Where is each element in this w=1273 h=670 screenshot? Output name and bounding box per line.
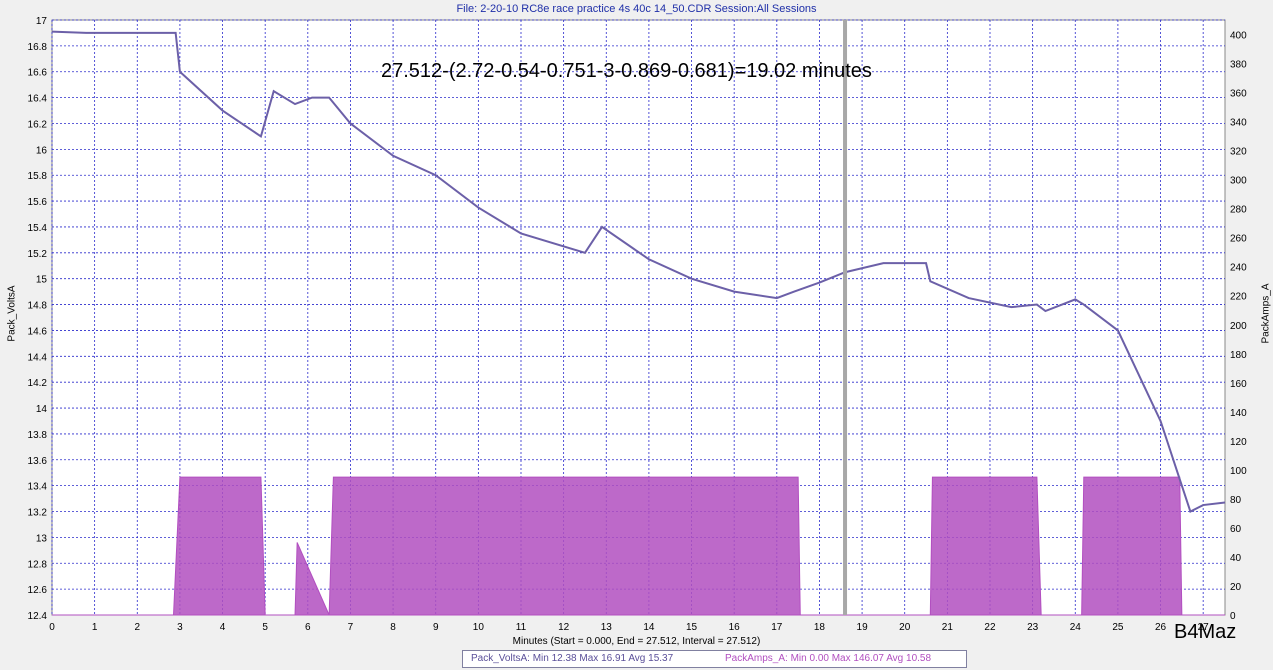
series-amps xyxy=(52,476,1225,616)
y-right-tick-label: 180 xyxy=(1230,350,1247,361)
x-tick-label: 18 xyxy=(814,622,826,633)
legend-item-amps: PackAmps_A: Min 0.00 Max 146.07 Avg 10.5… xyxy=(725,653,932,664)
x-tick-label: 4 xyxy=(220,622,226,633)
y-left-tick-label: 16.4 xyxy=(28,94,48,105)
x-tick-label: 23 xyxy=(1027,622,1039,633)
x-tick-label: 15 xyxy=(686,622,698,633)
x-tick-label: 6 xyxy=(305,622,311,633)
y-left-tick-label: 15 xyxy=(36,275,48,286)
y-left-tick-label: 17 xyxy=(36,16,48,27)
y-left-tick-label: 16.8 xyxy=(28,42,48,53)
x-tick-label: 24 xyxy=(1070,622,1082,633)
y-right-tick-label: 360 xyxy=(1230,89,1247,100)
legend: Pack_VoltsA: Min 12.38 Max 16.91 Avg 15.… xyxy=(462,650,967,668)
y-axis-right-label: PackAmps_A xyxy=(1260,283,1272,344)
y-right-tick-label: 60 xyxy=(1230,524,1242,535)
y-left-tick-label: 15.8 xyxy=(28,171,48,182)
y-left-tick-label: 16 xyxy=(36,145,48,156)
x-tick-label: 3 xyxy=(177,622,183,633)
y-right-tick-label: 100 xyxy=(1230,466,1247,477)
y-right-tick-label: 280 xyxy=(1230,205,1247,216)
y-left-tick-label: 15.2 xyxy=(28,249,48,260)
y-left-tick-label: 13.6 xyxy=(28,456,48,467)
y-right-tick-label: 400 xyxy=(1230,31,1247,42)
y-right-tick-label: 380 xyxy=(1230,60,1247,71)
y-left-tick-label: 12.8 xyxy=(28,559,48,570)
y-right-tick-label: 140 xyxy=(1230,408,1247,419)
x-tick-label: 20 xyxy=(899,622,911,633)
y-left-tick-label: 14.6 xyxy=(28,326,48,337)
y-right-tick-label: 260 xyxy=(1230,234,1247,245)
x-tick-label: 8 xyxy=(390,622,396,633)
x-tick-label: 2 xyxy=(134,622,140,633)
y-right-tick-label: 300 xyxy=(1230,176,1247,187)
x-tick-label: 5 xyxy=(262,622,268,633)
y-right-tick-label: 160 xyxy=(1230,379,1247,390)
x-tick-label: 11 xyxy=(516,622,527,633)
y-left-tick-label: 13.8 xyxy=(28,430,48,441)
chart-title: File: 2-20-10 RC8e race practice 4s 40c … xyxy=(456,3,817,15)
y-right-tick-label: 120 xyxy=(1230,437,1247,448)
chart-annotation: 27.512-(2.72-0.54-0.751-3-0.869-0.681)=1… xyxy=(381,60,872,82)
x-tick-label: 0 xyxy=(49,622,55,633)
x-tick-label: 7 xyxy=(348,622,354,633)
x-tick-label: 17 xyxy=(771,622,783,633)
y-right-tick-label: 220 xyxy=(1230,292,1247,303)
y-right-tick-label: 200 xyxy=(1230,321,1247,332)
x-tick-label: 9 xyxy=(433,622,439,633)
y-left-tick-label: 14.8 xyxy=(28,301,48,312)
x-tick-label: 1 xyxy=(92,622,98,633)
y-left-tick-label: 15.4 xyxy=(28,223,48,234)
y-left-tick-label: 13.4 xyxy=(28,482,48,493)
y-left-tick-label: 12.4 xyxy=(28,611,48,622)
y-left-tick-label: 12.6 xyxy=(28,585,48,596)
y-right-tick-label: 40 xyxy=(1230,553,1242,564)
y-left-tick-label: 14 xyxy=(36,404,48,415)
x-tick-label: 26 xyxy=(1155,622,1167,633)
x-tick-label: 10 xyxy=(473,622,485,633)
y-left-tick-label: 15.6 xyxy=(28,197,48,208)
x-tick-label: 22 xyxy=(984,622,996,633)
x-tick-label: 12 xyxy=(558,622,570,633)
y-left-tick-label: 13.2 xyxy=(28,508,48,519)
y-left-tick-label: 16.6 xyxy=(28,68,48,79)
y-axis-left-label: Pack_VoltsA xyxy=(6,285,18,342)
x-tick-label: 27 xyxy=(1198,622,1210,633)
y-left-tick-label: 14.4 xyxy=(28,352,48,363)
x-axis-label: Minutes (Start = 0.000, End = 27.512, In… xyxy=(512,636,761,647)
series-volts xyxy=(51,30,1226,513)
y-right-tick-label: 80 xyxy=(1230,495,1242,506)
x-tick-label: 21 xyxy=(942,622,954,633)
x-tick-label: 25 xyxy=(1112,622,1124,633)
y-left-tick-label: 14.2 xyxy=(28,378,48,389)
y-right-tick-label: 20 xyxy=(1230,582,1242,593)
x-tick-label: 16 xyxy=(729,622,741,633)
x-tick-label: 19 xyxy=(857,622,869,633)
x-tick-label: 13 xyxy=(601,622,613,633)
y-right-tick-label: 340 xyxy=(1230,118,1247,129)
y-left-tick-label: 13 xyxy=(36,533,48,544)
y-right-tick-label: 320 xyxy=(1230,147,1247,158)
y-right-tick-label: 0 xyxy=(1230,611,1236,622)
x-tick-label: 14 xyxy=(643,622,655,633)
y-left-tick-label: 16.2 xyxy=(28,119,48,130)
y-right-tick-label: 240 xyxy=(1230,263,1247,274)
author-signature: B4Maz xyxy=(1174,621,1237,643)
legend-item-volts: Pack_VoltsA: Min 12.38 Max 16.91 Avg 15.… xyxy=(471,653,674,664)
